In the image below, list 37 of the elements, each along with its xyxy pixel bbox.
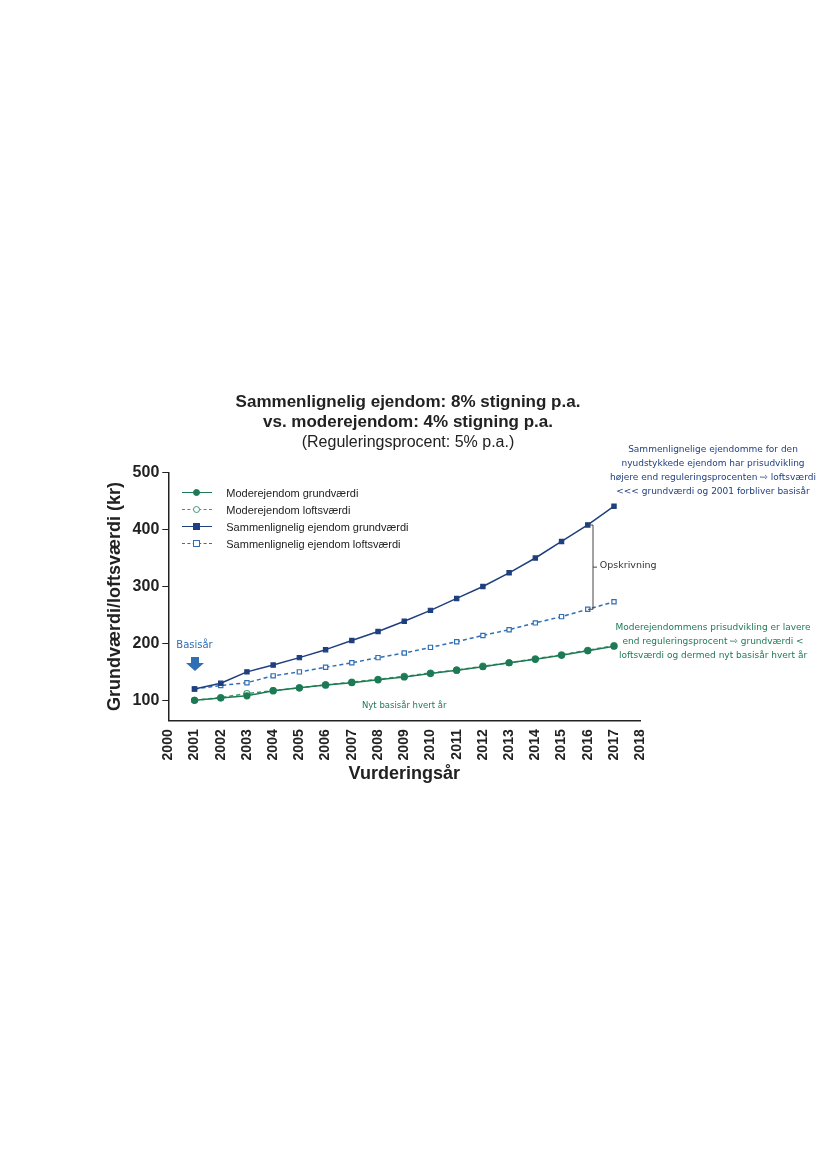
legend-label: Moderejendom grundværdi: [226, 487, 359, 500]
x-tick-label: 2012: [473, 729, 490, 761]
x-tick-label: 2007: [342, 729, 359, 761]
chart-subtitle: (Reguleringsprocent: 5% p.a.): [301, 433, 515, 450]
x-tick-label: 2015: [552, 729, 569, 761]
annotation: Opskrivning: [599, 559, 657, 571]
y-tick-label: 500: [132, 463, 160, 481]
annotation: Moderejendommens prisudvikling er lavere end reguleringsprocent ⇨ grundværdi < loftsværdi og dermed nyt basisår hvert år: [614, 621, 812, 662]
x-tick-label: 2018: [631, 729, 648, 761]
x-tick-label: 2014: [526, 729, 543, 761]
annotation: Nyt basisår hvert år: [360, 700, 448, 711]
x-tick-label: 2005: [290, 729, 307, 761]
x-tick-label: 2013: [499, 729, 516, 761]
x-tick-label: 2009: [395, 729, 412, 761]
y-tick-label: 100: [132, 690, 160, 708]
x-tick-label: 2001: [185, 729, 202, 761]
legend-label: Sammenlignelig ejendom grundværdi: [226, 521, 409, 534]
x-tick-label: 2003: [237, 729, 254, 761]
y-axis-title: Grundværdi/loftsværdi (kr): [103, 481, 124, 711]
annotation: Basisår: [176, 638, 213, 650]
x-tick-label: 2016: [578, 729, 595, 761]
chart-title: Sammenlignelig ejendom: 8% stigning p.a. vs. moderejendom: 4% stigning p.a.: [234, 392, 582, 432]
y-tick-label: 400: [132, 519, 160, 537]
x-tick-label: 2006: [316, 729, 333, 761]
x-tick-label: 2008: [368, 729, 385, 761]
y-tick-label: 200: [132, 633, 160, 651]
annotation: Sammenlignelige ejendomme for den nyudstykkede ejendom har prisudvikling højere end reguleringsprocenten ⇨ loftsværdi <<< grundværdi og 2001 forbliver basisår: [609, 443, 817, 498]
x-tick-label: 2002: [211, 729, 228, 761]
legend-label: Sammenlignelig ejendom loftsværdi: [226, 538, 401, 551]
legend-label: Moderejendom loftsværdi: [226, 504, 351, 517]
x-tick-label: 2017: [604, 729, 621, 761]
x-axis-title: Vurderingsår: [348, 763, 460, 784]
y-tick-label: 300: [132, 576, 160, 594]
x-tick-label: 2011: [447, 729, 464, 760]
x-tick-label: 2004: [264, 729, 281, 761]
x-tick-label: 2000: [159, 729, 176, 761]
x-tick-label: 2010: [421, 729, 438, 761]
